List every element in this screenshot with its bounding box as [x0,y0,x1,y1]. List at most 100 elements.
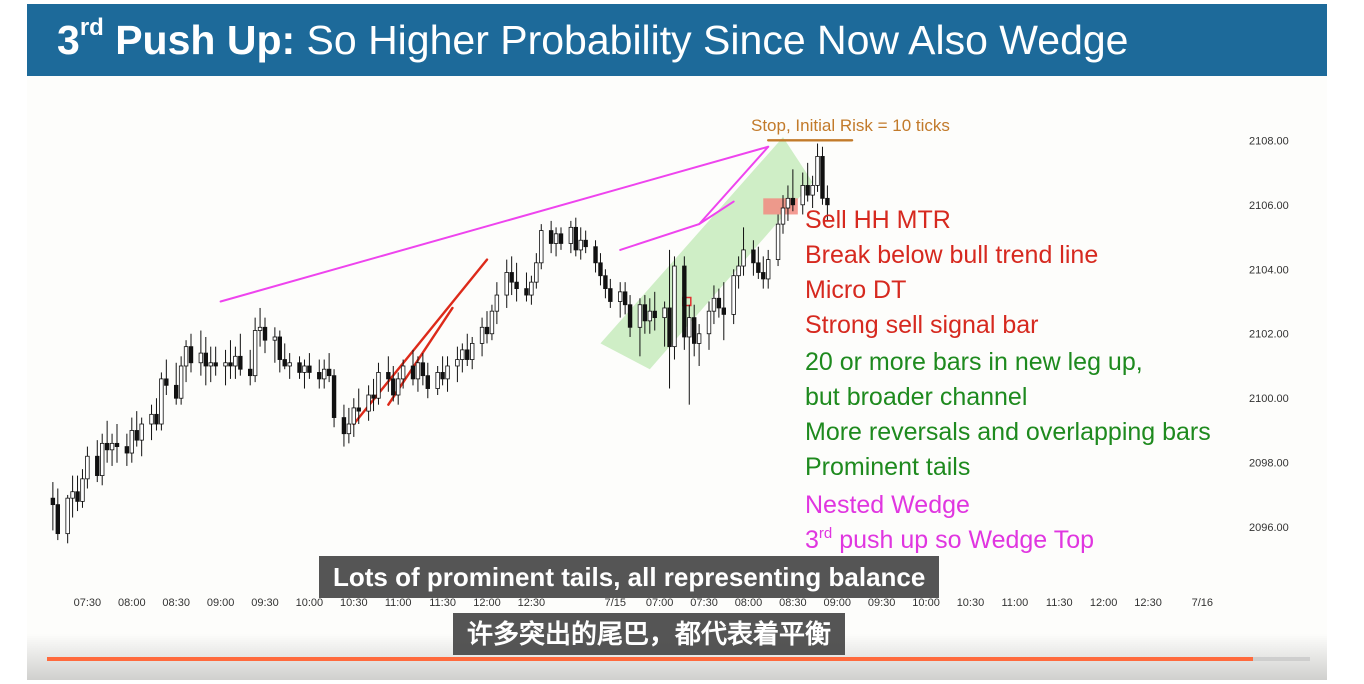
candle-body [391,378,396,396]
candlestick-chart: 2108.00 2106.00 2104.00 2102.00 2100.00 2098.… [50,135,1289,609]
candle-body [297,362,302,373]
candle [376,362,381,405]
candle [203,336,208,386]
y-tick-label: 2096.00 [1249,522,1289,534]
candle [395,372,401,405]
candle [257,307,263,347]
candle [95,440,100,483]
x-tick-label: 10:00 [912,597,940,609]
candle-body [618,291,623,302]
y-tick-label: 2104.00 [1249,264,1289,276]
candle [465,333,470,366]
candle [400,359,406,389]
candle-body [139,423,144,441]
note-wedge-top-pre: 3 [805,526,819,554]
candle [489,304,495,341]
candle-body [652,310,657,319]
candle [321,359,327,389]
candle [149,404,154,441]
candle [208,346,213,383]
candle [100,433,105,486]
candle-body [766,259,771,280]
candle [341,404,347,447]
candle-body [154,413,159,425]
candle-body [534,262,539,283]
candle [55,488,60,541]
candle-body [494,294,500,312]
candle-body [371,394,376,399]
candle-body [558,233,564,244]
candle-body [553,233,559,244]
candle [682,256,687,350]
candle-body [785,197,791,209]
candle [460,343,465,373]
candle-body [213,362,218,367]
candle-body [95,455,100,477]
candle [529,275,534,305]
title-bold: 3 [57,17,80,63]
candle [114,424,120,463]
candle [553,227,559,257]
candle-body [188,346,194,364]
candle [593,240,598,273]
candle [618,282,623,318]
candle-body [435,372,440,389]
candle-body [504,272,509,296]
candle [445,356,450,392]
candle [65,494,70,544]
x-tick-label: 7/16 [1192,597,1213,609]
candle-body [524,288,529,296]
candle [85,446,90,489]
candle [736,256,741,289]
candle [785,185,791,221]
candle-body [400,365,406,380]
candle [652,291,657,331]
candle-body [608,288,613,302]
y-tick-label: 2108.00 [1249,135,1289,147]
x-tick-label: 09:30 [251,597,279,609]
candle-body [386,372,391,380]
candle [504,259,509,308]
x-tick-label: 11:00 [1002,597,1029,609]
candle [568,220,574,254]
candle-body [307,365,312,373]
wedge-inner-line-2 [698,145,770,226]
video-progress-bar[interactable] [47,657,1310,661]
candle [766,249,771,289]
candle [178,356,184,405]
candle-body [203,352,208,367]
candle-body [252,330,258,377]
x-tick-label: 10:30 [340,597,368,609]
candle-body [376,372,381,399]
note-micro-dt: Micro DT [805,276,907,304]
candle [667,249,672,389]
candle-body [164,378,169,386]
candle-body [800,185,805,206]
candle-body [687,317,692,338]
candle-body [696,333,702,344]
stop-label: Stop, Initial Risk = 10 ticks [751,116,950,135]
title-rest: So Higher Probability Since Now Also Wed… [295,17,1129,63]
candle-body [100,442,105,477]
candle [139,417,144,457]
candle-body [716,297,722,309]
candle [539,224,544,270]
candle [741,227,746,276]
note-sell-hh-mtr: Sell HH MTR [805,206,951,234]
candle [751,240,756,276]
candle-body [262,326,268,341]
x-tick-label: 08:00 [735,597,763,609]
caption-chinese: 许多突出的尾巴，都代表着平衡 [453,613,846,655]
x-tick-label: 11:30 [1046,597,1073,609]
candle-body [682,265,687,338]
x-tick-label: 11:00 [385,597,412,609]
candle [583,230,588,254]
candle [761,256,766,289]
title-bold-rest: Push Up: [103,17,296,63]
candle-body [223,362,228,367]
candle-body [692,317,697,344]
candle-body [583,239,588,248]
candle [129,417,134,463]
candle-body [756,262,761,273]
x-tick-label: 7/15 [605,597,626,609]
